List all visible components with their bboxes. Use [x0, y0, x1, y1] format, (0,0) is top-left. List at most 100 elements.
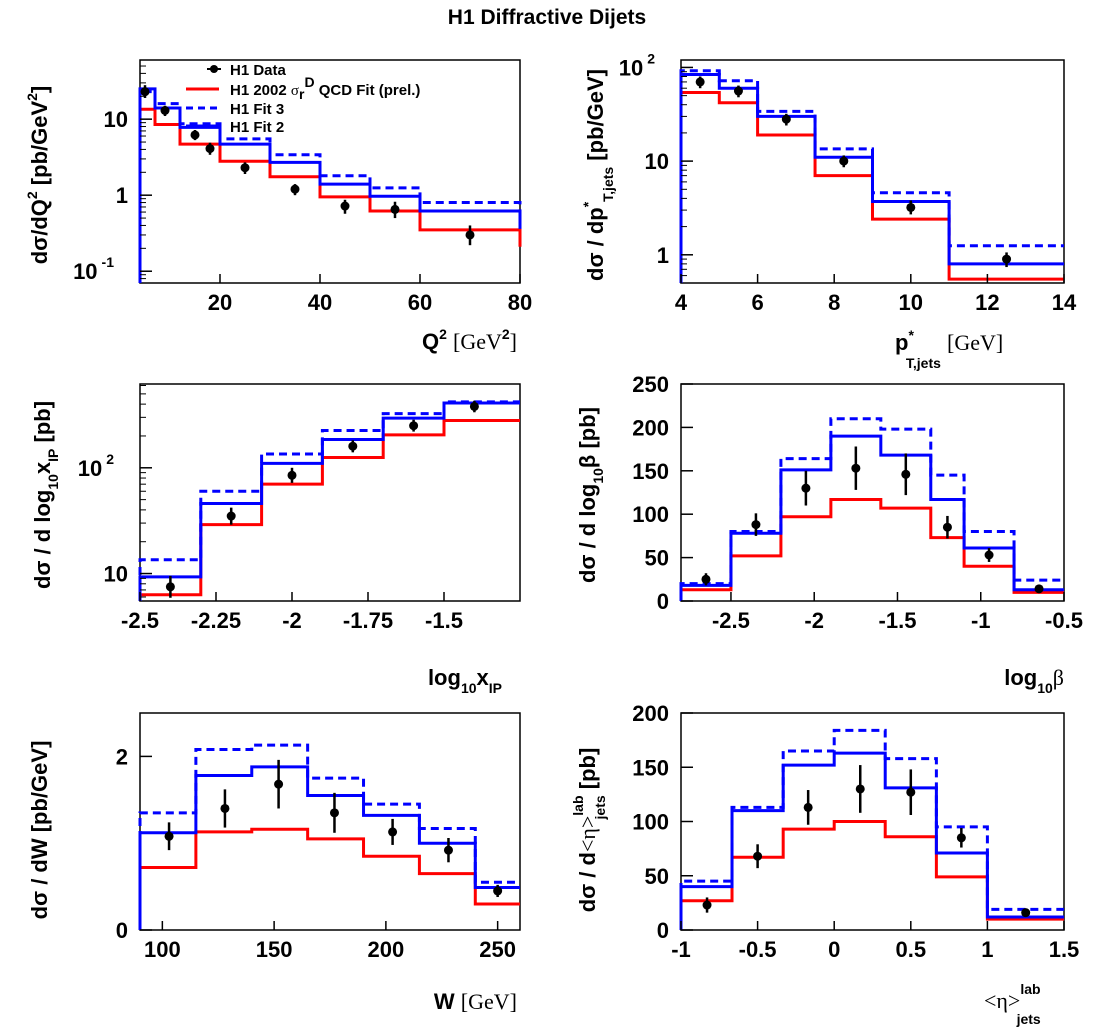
q2-series-fit2 — [138, 87, 522, 283]
beta-data-point — [701, 574, 711, 584]
beta-series-fit2 — [679, 434, 1064, 601]
q2-x-axis-label: Q2 [GeV2] — [422, 326, 517, 354]
xip-data-point — [409, 421, 419, 431]
eta-x-tick-label: 0 — [828, 937, 840, 962]
beta-data-point — [984, 550, 994, 560]
eta-data-point — [906, 787, 916, 797]
eta-series-qcd-fit-2002 — [679, 820, 1064, 930]
w-data-point — [443, 845, 453, 855]
beta-x-tick-label: -0.5 — [1045, 608, 1083, 633]
beta-x-tick-label: -1 — [971, 608, 991, 633]
panel-xip: -2.5 -2.25 -2 -1.75 -1.5 10 2 10 dσ / d log10xI… — [30, 383, 521, 696]
pt-x-tick-label: 12 — [975, 290, 999, 315]
w-series-fit2 — [138, 765, 520, 930]
eta-data-point — [956, 833, 966, 843]
w-x-tick-label: 150 — [256, 937, 293, 962]
xip-y-axis-label: dσ / d log10xIP [pb] — [30, 401, 61, 589]
w-data-point — [220, 803, 230, 813]
beta-y-axis-label: dσ / d log10β [pb] — [575, 407, 606, 583]
pt-y-tick-label: 10 2 — [619, 50, 655, 80]
legend-fit3-label: H1 Fit 3 — [230, 101, 284, 118]
eta-series-fit3 — [679, 728, 1064, 930]
w-y-axis-label: dσ / dW [pb/GeV] — [27, 741, 52, 920]
pt-data-point — [906, 202, 916, 212]
xip-series-qcd-fit-2002 — [138, 419, 520, 601]
xip-x-tick-label: -2 — [282, 608, 302, 633]
q2-data-point — [205, 144, 215, 154]
xip-x-tick-label: -2.5 — [121, 608, 159, 633]
eta-x-tick-label: -0.5 — [739, 937, 777, 962]
w-data-point — [329, 808, 339, 818]
q2-data-point — [190, 130, 200, 140]
xip-y-tick-label: 10 — [104, 562, 128, 587]
eta-data-point — [753, 851, 763, 861]
eta-y-tick-label: 150 — [632, 755, 669, 780]
w-data-point — [493, 886, 503, 896]
eta-data-point — [855, 784, 865, 794]
w-x-axis-label: W [GeV] — [434, 989, 517, 1014]
xip-series-fit2 — [138, 401, 520, 601]
beta-data-point — [751, 520, 761, 530]
pt-x-tick-label: 4 — [675, 290, 688, 315]
legend-fit2-label: H1 Fit 2 — [230, 119, 284, 136]
figure-title: H1 Diffractive Dijets — [448, 6, 646, 29]
q2-data-point — [340, 201, 350, 211]
xip-x-tick-label: -2.25 — [191, 608, 241, 633]
eta-x-tick-label: 1.5 — [1049, 937, 1080, 962]
xip-data-point — [348, 441, 358, 451]
eta-y-tick-label: 100 — [632, 810, 669, 835]
beta-y-tick-label: 150 — [632, 459, 669, 484]
w-data-point — [388, 827, 398, 837]
xip-x-tick-label: -1.75 — [343, 608, 393, 633]
beta-y-tick-label: 100 — [632, 502, 669, 527]
q2-data-point — [140, 87, 150, 97]
legend-2002-label: H1 2002 σrD QCD Fit (prel.) — [230, 74, 420, 102]
w-x-tick-label: 250 — [479, 937, 516, 962]
eta-data-point — [1021, 908, 1031, 918]
beta-data-point — [851, 463, 861, 473]
beta-x-tick-label: -1.5 — [879, 608, 917, 633]
panel-q2: 20 40 60 80 10 1 10 -1 dσ/dQ2 [pb/GeV2] Q2 [GeV… — [24, 59, 532, 354]
eta-y-tick-label: 0 — [657, 918, 669, 943]
eta-x-tick-label: 0.5 — [896, 937, 927, 962]
q2-series-fit3 — [138, 90, 522, 283]
eta-plot-area: -1 -0.5 0 0.5 1 1.5 0 50 100 150 200 — [632, 701, 1079, 962]
q2-data-point — [160, 105, 170, 115]
q2-series-qcd-fit-2002 — [138, 107, 522, 283]
q2-y-tick-label: 1 — [116, 183, 128, 208]
pt-series-fit2 — [679, 73, 1064, 283]
q2-data-point — [240, 163, 250, 173]
xip-plot-area: -2.5 -2.25 -2 -1.75 -1.5 10 2 10 — [78, 383, 521, 633]
eta-y-tick-label: 50 — [645, 864, 669, 889]
xip-series-fit3 — [138, 400, 520, 601]
eta-y-axis-label: dσ / d<η>lab jets [pb] — [570, 748, 608, 913]
beta-y-tick-label: 200 — [632, 415, 669, 440]
pt-y-tick-label: 1 — [657, 243, 669, 268]
panel-beta: -2.5 -2 -1.5 -1 -0.5 0 50 100 150 200 250 dσ / d l… — [575, 372, 1083, 696]
xip-data-point — [287, 470, 297, 480]
pt-x-axis-label: p* T,jets [GeV] — [895, 327, 1003, 371]
w-y-tick-label: 2 — [116, 744, 128, 769]
beta-data-point — [942, 522, 952, 532]
beta-data-point — [801, 483, 811, 493]
w-data-point — [274, 779, 284, 789]
pt-data-point — [781, 114, 791, 124]
eta-x-axis-label: <η>lab jets — [984, 981, 1041, 1027]
pt-x-tick-label: 8 — [828, 290, 840, 315]
q2-y-tick-label: 10 -1 — [73, 254, 114, 284]
beta-plot-area: -2.5 -2 -1.5 -1 -0.5 0 50 100 150 200 250 — [632, 372, 1083, 633]
q2-x-tick-label: 40 — [308, 290, 332, 315]
xip-x-tick-label: -1.5 — [425, 608, 463, 633]
beta-x-tick-label: -2 — [804, 608, 824, 633]
beta-series-qcd-fit-2002 — [679, 497, 1064, 601]
xip-data-point — [165, 582, 175, 592]
w-x-tick-label: 200 — [368, 937, 405, 962]
eta-x-tick-label: -1 — [671, 937, 691, 962]
w-series-qcd-fit-2002 — [138, 827, 520, 930]
pt-data-point — [733, 86, 743, 96]
beta-y-tick-label: 250 — [632, 372, 669, 397]
beta-x-axis-label: log10β — [1004, 665, 1064, 696]
q2-x-tick-label: 20 — [208, 290, 232, 315]
q2-x-tick-label: 60 — [408, 290, 432, 315]
